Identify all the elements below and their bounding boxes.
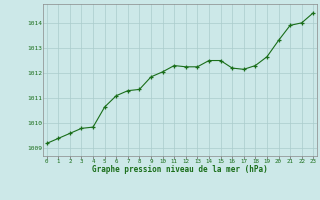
X-axis label: Graphe pression niveau de la mer (hPa): Graphe pression niveau de la mer (hPa): [92, 165, 268, 174]
